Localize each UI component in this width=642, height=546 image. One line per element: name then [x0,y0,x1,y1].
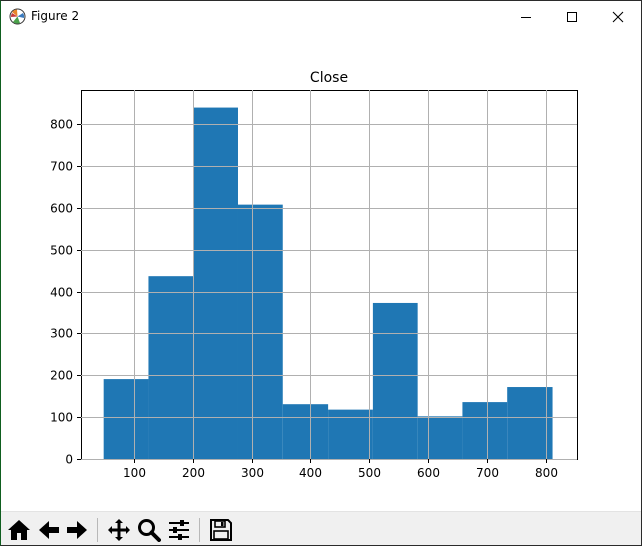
maximize-icon [567,11,577,22]
close-icon [612,11,624,22]
maximize-button[interactable] [549,1,595,32]
figure-canvas[interactable]: 100 200 300 400 500 600 700 800 0 100 200 300 400 500… [1,32,641,511]
histogram-chart: 100 200 300 400 500 600 700 800 0 100 200 300 400 500… [50,70,578,480]
histogram-bar [417,416,463,459]
y-tick-label: 800 [50,118,73,132]
home-icon [8,520,30,540]
x-tick-label: 300 [241,466,264,480]
x-tick-label: 500 [358,466,381,480]
x-tick-label: 400 [299,466,322,480]
close-button[interactable] [595,1,641,32]
x-tick-label: 100 [123,466,146,480]
minimize-button[interactable] [503,1,549,32]
histogram-bar [507,387,553,459]
y-tick-label: 400 [50,286,73,300]
forward-button[interactable] [63,516,91,544]
histogram-bar [237,204,283,459]
y-tick-label: 0 [65,453,73,467]
y-tick-label: 100 [50,411,73,425]
back-button[interactable] [35,516,63,544]
toolbar-separator [97,518,98,542]
navigation-toolbar [1,511,641,545]
histogram-bar [193,107,238,460]
save-floppy-icon [210,519,232,541]
x-tick-label: 700 [476,466,499,480]
configure-subplots-button[interactable] [165,516,193,544]
back-arrow-icon [39,521,59,539]
toolbar-separator [199,518,200,542]
zoom-button[interactable] [135,516,163,544]
histogram-bar [103,379,149,459]
histogram-bar [372,302,418,459]
window-title: Figure 2 [31,9,80,23]
x-tick-label: 600 [417,466,440,480]
y-tick-label: 500 [50,244,73,258]
minimize-icon [521,16,531,18]
chart-title: Close [310,70,348,86]
histogram-bar [148,276,194,459]
zoom-magnifier-icon [138,519,161,542]
home-button[interactable] [5,516,33,544]
histogram-bar [282,404,329,459]
y-tick-label: 300 [50,327,73,341]
y-tick-label: 600 [50,202,73,216]
title-bar: Figure 2 [1,1,641,32]
forward-arrow-icon [67,521,87,539]
save-button[interactable] [207,516,235,544]
x-tick-label: 200 [182,466,205,480]
configure-subplots-icon [169,520,189,540]
histogram-bar [462,402,508,459]
pan-button[interactable] [105,516,133,544]
pan-move-icon [108,519,130,541]
x-tick-label: 800 [535,466,558,480]
y-tick-label: 200 [50,369,73,383]
y-tick-label: 700 [50,160,73,174]
matplotlib-app-icon [9,8,26,25]
